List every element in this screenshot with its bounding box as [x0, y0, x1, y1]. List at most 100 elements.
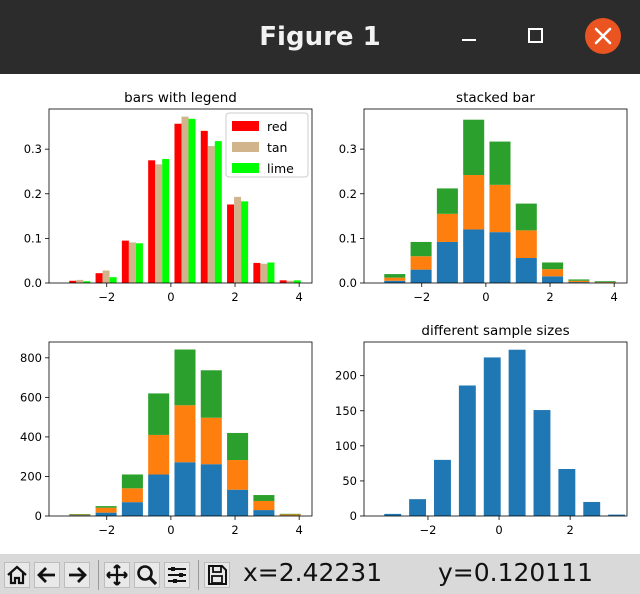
bar-chart2-series0-bin3 [148, 474, 170, 516]
bar-chart1-series1-bin2 [436, 213, 458, 242]
bar-chart2-series0-bin7 [253, 510, 275, 516]
x-tick-label: −2 [413, 290, 430, 304]
bar-chart2-series0-bin6 [227, 489, 249, 516]
x-tick-label: 0 [495, 523, 502, 537]
bar-chart3-series0-bin6 [533, 410, 551, 516]
bar-chart0-series2-bin3 [162, 158, 170, 283]
bar-chart2-series2-bin0 [69, 514, 91, 515]
x-tick-label: 0 [167, 523, 174, 537]
bar-chart0-series0-bin1 [95, 273, 103, 283]
chart-title: bars with legend [124, 90, 237, 106]
x-tick-label: 0 [482, 290, 489, 304]
bar-chart2-series2-bin4 [174, 349, 196, 406]
close-icon [594, 27, 612, 45]
bar-chart3-series0-bin9 [608, 514, 626, 516]
bar-chart2-series1-bin3 [148, 434, 170, 475]
bar-chart0-series1-bin4 [181, 116, 189, 283]
bar-chart3-series0-bin2 [434, 459, 451, 516]
bar-chart1-series0-bin1 [410, 269, 432, 283]
y-tick-label: 0.3 [339, 142, 357, 156]
bar-chart1-series1-bin5 [515, 230, 537, 259]
y-coordinate-readout: y=0.120111 [438, 558, 594, 587]
y-tick-label: 0.1 [24, 231, 42, 245]
bar-chart3-series0-bin3 [458, 385, 476, 516]
save-button[interactable] [204, 562, 230, 588]
bar-chart1-series1-bin6 [542, 269, 564, 277]
back-button[interactable] [34, 562, 60, 588]
legend-label-red: red [267, 119, 288, 134]
y-tick-label: 0.2 [339, 187, 357, 201]
x-tick-label: −2 [98, 523, 115, 537]
bar-chart1-series1-bin3 [463, 175, 485, 230]
bar-chart0-series2-bin1 [109, 277, 117, 283]
x-tick-label: 2 [546, 290, 553, 304]
bar-chart0-series0-bin6 [227, 204, 235, 283]
legend-label-lime: lime [267, 161, 294, 176]
bar-chart2-series2-bin6 [227, 432, 249, 461]
close-button[interactable] [585, 18, 621, 54]
toolbar-separator [98, 560, 99, 590]
x-tick-label: 4 [611, 290, 618, 304]
bar-chart1-series0-bin7 [568, 282, 590, 283]
bar-chart1-series2-bin7 [568, 279, 590, 281]
x-tick-label: −2 [419, 523, 436, 537]
y-tick-label: 150 [335, 404, 357, 418]
bar-chart2-series0-bin4 [174, 462, 196, 516]
bar-chart0-series2-bin6 [241, 201, 249, 283]
bar-chart1-series2-bin4 [489, 141, 511, 185]
window-titlebar: Figure 1 [0, 0, 640, 74]
figure-canvas[interactable]: −2 0 2 4 0.0 0.1 0.2 0.3 bars with legend red tan l… [0, 74, 640, 554]
bar-chart2-series1-bin1 [95, 507, 117, 513]
y-tick-label: 0.1 [339, 231, 357, 245]
y-tick-label: 0.0 [339, 276, 357, 290]
bar-chart1-series0-bin0 [384, 280, 406, 283]
bar-chart1-series1-bin1 [410, 256, 432, 270]
x-tick-label: 2 [566, 523, 573, 537]
legend-swatch-tan [232, 142, 259, 152]
bar-chart0-series2-bin7 [267, 262, 275, 283]
forward-button[interactable] [64, 562, 90, 588]
bar-chart2-series2-bin7 [253, 495, 275, 501]
bar-chart1-series1-bin0 [384, 277, 406, 281]
bar-chart2-series0-bin5 [200, 464, 222, 516]
bar-chart0-series0-bin7 [253, 262, 261, 283]
bar-chart0-series2-bin8 [293, 280, 301, 283]
y-tick-label: 100 [335, 439, 357, 453]
y-tick-label: 200 [20, 469, 42, 483]
y-tick-label: 400 [20, 430, 42, 444]
bar-chart2-series1-bin6 [227, 460, 249, 490]
bar-chart2-series0-bin1 [95, 512, 117, 516]
x-tick-label: 0 [167, 290, 174, 304]
bar-chart3-series0-bin5 [508, 349, 526, 516]
minimize-button[interactable] [455, 18, 491, 54]
figure-svg: −2 0 2 4 0.0 0.1 0.2 0.3 bars with legend red tan l… [20, 90, 628, 537]
y-tick-label: 0.0 [24, 276, 42, 290]
minimize-icon [462, 39, 476, 41]
x-tick-label: 2 [231, 523, 238, 537]
home-button[interactable] [4, 562, 30, 588]
bar-chart0-series1-bin3 [155, 164, 163, 283]
bar-chart1-series0-bin3 [463, 229, 485, 283]
bar-chart0-series1-bin5 [207, 146, 215, 283]
bar-chart1-series0-bin6 [542, 276, 564, 283]
bar-chart1-series0-bin4 [489, 232, 511, 283]
configure-subplots-button[interactable] [164, 562, 190, 588]
bar-chart1-series2-bin8 [594, 281, 616, 283]
maximize-button[interactable] [518, 18, 554, 54]
x-tick-label: 4 [296, 290, 303, 304]
bar-chart0-series1-bin7 [260, 263, 268, 283]
toolbar-separator [198, 560, 199, 590]
y-tick-label: 50 [342, 474, 357, 488]
bar-chart3-series0-bin7 [558, 468, 576, 516]
axes-frame-0 [48, 108, 313, 284]
bar-chart0-series2-bin2 [135, 243, 143, 283]
x-tick-label: 2 [231, 290, 238, 304]
pan-button[interactable] [104, 562, 130, 588]
bar-chart1-series2-bin6 [542, 262, 564, 270]
legend-swatch-red [232, 121, 259, 131]
zoom-button[interactable] [134, 562, 160, 588]
bar-chart3-series0-bin0 [384, 513, 402, 516]
bar-chart3-series0-bin1 [409, 499, 427, 516]
axes-frame-1 [363, 108, 628, 284]
navigation-toolbar: x=2.42231 y=0.120111 [0, 554, 640, 594]
